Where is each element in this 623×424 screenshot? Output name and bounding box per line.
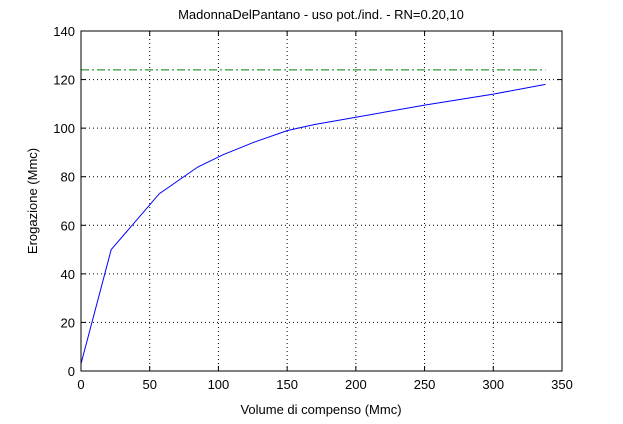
x-tick-label: 100 — [208, 377, 230, 392]
x-axis-label: Volume di compenso (Mmc) — [240, 402, 401, 417]
grid-layer — [81, 31, 562, 371]
chart-title: MadonnaDelPantano - uso pot./ind. - RN=0… — [178, 7, 464, 22]
y-tick-label: 120 — [53, 73, 75, 88]
plot-frame — [80, 30, 563, 372]
y-tick-label: 100 — [53, 121, 75, 136]
y-tick-label: 0 — [68, 364, 75, 379]
y-tick-label: 80 — [61, 170, 75, 185]
y-axis-label: Erogazione (Mmc) — [25, 148, 40, 254]
y-tick-label: 40 — [61, 267, 75, 282]
x-tick-label: 300 — [482, 377, 504, 392]
x-tick-label: 250 — [414, 377, 436, 392]
y-tick-label: 20 — [61, 315, 75, 330]
tick-label-layer: 0 50 100 150 200 250 300 350 0 20 40 60 80 100 120 140 — [53, 24, 573, 392]
plot-area — [81, 31, 562, 371]
tick-layer — [80, 30, 563, 372]
x-tick-label: 0 — [77, 377, 84, 392]
y-tick-label: 60 — [61, 218, 75, 233]
x-tick-label: 350 — [551, 377, 573, 392]
series-layer — [80, 69, 546, 364]
y-tick-label: 140 — [53, 24, 75, 39]
x-tick-label: 150 — [276, 377, 298, 392]
x-tick-label: 200 — [345, 377, 367, 392]
series-line-1 — [80, 83, 546, 364]
x-tick-label: 50 — [142, 377, 156, 392]
